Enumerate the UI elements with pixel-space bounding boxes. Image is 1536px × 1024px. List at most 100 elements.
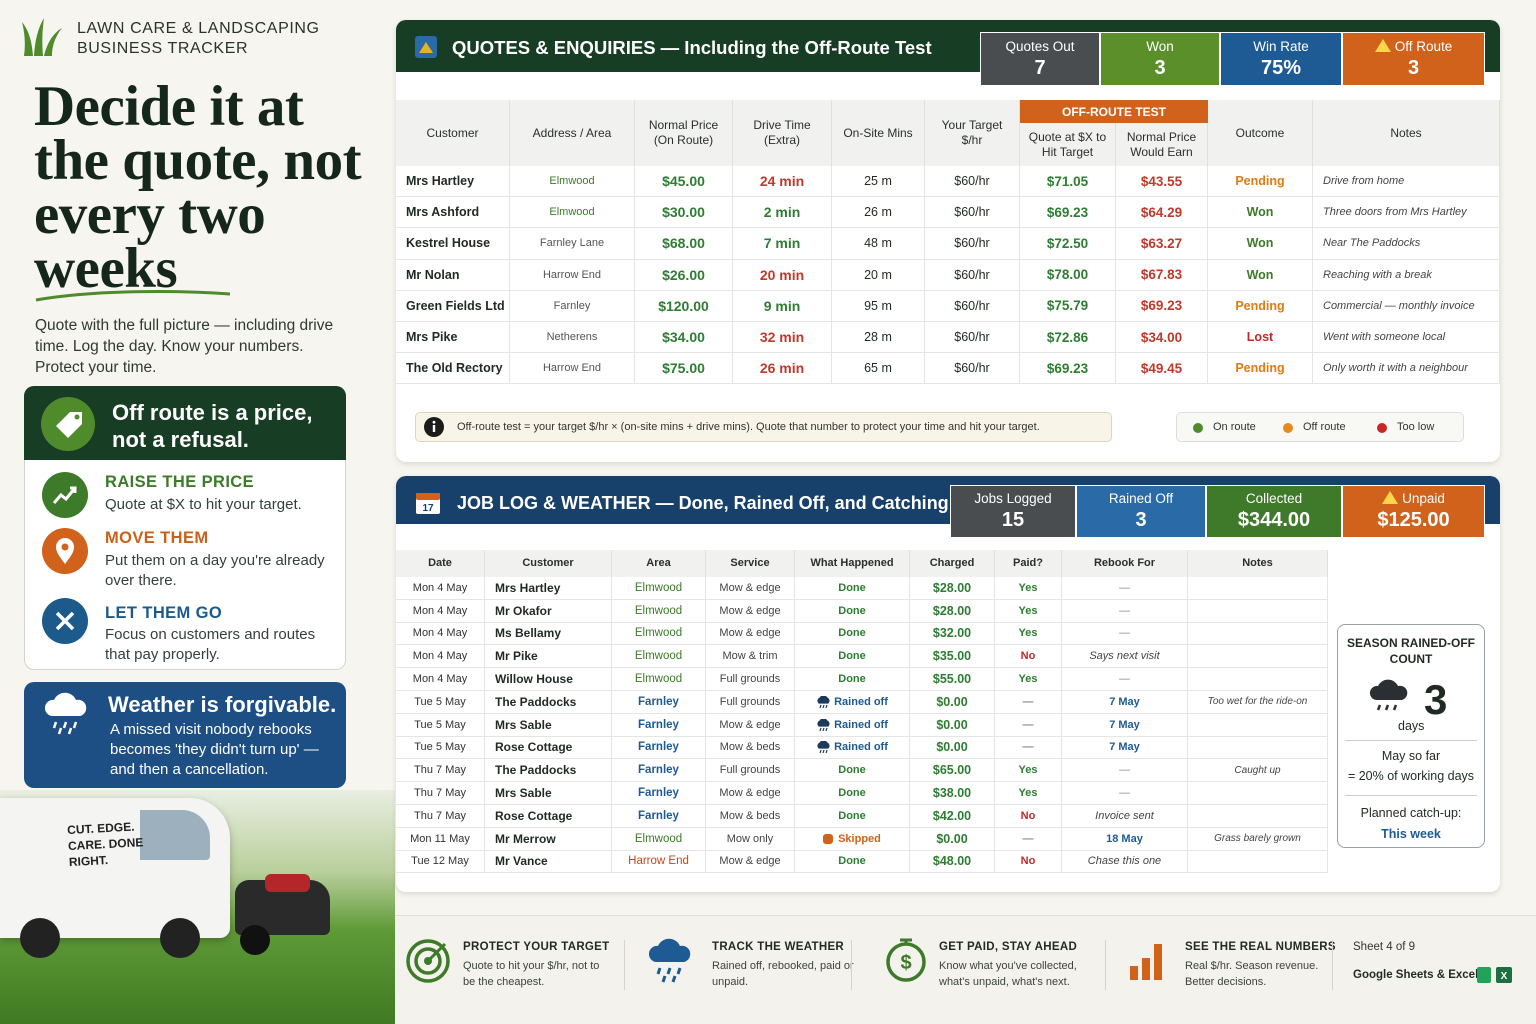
table-cell: $32.00 [910,622,995,646]
table-cell: Tue 12 May [396,850,485,874]
column-header: Customer [485,550,612,577]
column-header: Drive Time (Extra) [733,100,832,166]
table-cell: $65.00 [910,759,995,783]
table-cell: Invoice sent [1062,805,1188,828]
table-cell: 18 May [1062,827,1188,851]
table-cell: Elmwood [612,668,706,691]
table-cell: Mr Vance [485,850,612,874]
info-note [415,412,1112,442]
table-cell: Mow only [706,827,795,851]
table-cell: Done [795,668,910,691]
table-cell: Lost [1208,322,1313,354]
table-cell: Mr Merrow [485,827,612,851]
table-cell: $35.00 [910,645,995,669]
table-cell: — [1062,622,1188,646]
money-icon: $ [886,938,926,982]
table-cell: 28 m [832,322,925,354]
table-cell: Done [795,782,910,805]
table-cell: Mow & beds [706,805,795,828]
table-cell: Mon 4 May [396,645,485,669]
table-cell: Full grounds [706,691,795,714]
app-icons: X [1477,967,1512,983]
table-cell: Mow & edge [706,850,795,874]
table-cell: $28.00 [910,577,995,600]
stat-box: Won 3 [1100,32,1220,86]
table-cell: Pending [1208,166,1313,198]
svg-text:$: $ [900,952,911,974]
table-cell: Elmwood [612,599,706,623]
table-cell: Green Fields Ltd [396,290,510,322]
stat-box: Unpaid $125.00 [1342,485,1485,538]
table-cell: Skipped [795,827,910,851]
table-cell: $67.83 [1116,259,1208,291]
table-cell: $28.00 [910,599,995,623]
hero-title: Decide it at the quote, not every two we… [34,75,362,300]
hero-subtitle: Quote with the full picture — including … [35,317,334,376]
table-cell: Thu 7 May [396,782,485,805]
table-cell: $60/hr [925,353,1020,385]
joblog-panel [396,476,1500,892]
calendar-icon: 17 [416,493,440,514]
table-cell: $60/hr [925,290,1020,322]
table-cell: $0.00 [910,827,995,851]
brand-line: BUSINESS TRACKER [77,40,249,57]
table-cell: Mr Pike [485,645,612,669]
target-icon [406,939,450,983]
table-cell: 9 min [733,290,832,322]
table-cell: 20 m [832,259,925,291]
feature-text: Real $/hr. Season revenue. Better decisi… [1185,960,1319,988]
table-cell: The Paddocks [485,759,612,783]
table-head-bg [396,100,1500,166]
column-header: Notes [1188,550,1328,577]
stat-value: 3 [1135,509,1147,531]
feature-title: SEE THE REAL NUMBERS [1185,941,1336,953]
table-cell: Done [795,850,910,874]
table-cell: Rose Cottage [485,805,612,828]
table-cell: Done [795,759,910,783]
table-cell: 65 m [832,353,925,385]
table-cell: $38.00 [910,782,995,805]
table-cell: Caught up [1188,759,1328,783]
underline [35,290,231,302]
column-header: Rebook For [1062,550,1188,577]
table-cell: Yes [995,668,1062,691]
table-cell: The Paddocks [485,691,612,714]
table-cell: Yes [995,622,1062,646]
table-cell: — [995,691,1062,714]
table-cell: Mon 4 May [396,668,485,691]
table-cell: Harrow End [510,353,635,385]
column-header: Charged [910,550,995,577]
stat-value: 75% [1260,56,1302,79]
table-cell: $78.00 [1020,259,1116,291]
table-cell: Farnley [612,691,706,714]
table-cell: Thu 7 May [396,805,485,828]
column-header: Outcome [1208,100,1313,166]
table-cell: Reaching with a break [1313,259,1500,291]
legend-label: On route [1213,421,1256,433]
section-icon [415,36,437,58]
table-cell: Full grounds [706,759,795,783]
feature-title: PROTECT YOUR TARGET [463,941,610,953]
table-cell: Farnley [612,759,706,783]
column-header: Address / Area [510,100,635,166]
table-cell: Commercial — monthly invoice [1313,290,1500,322]
table-cell: Farnley [510,290,635,322]
chart-icon [1130,944,1162,980]
catch-value: This week [1381,827,1441,841]
table-cell [1188,645,1328,669]
table-cell: Harrow End [510,259,635,291]
quotes-panel [396,20,1500,462]
table-cell: 32 min [733,322,832,354]
season-unit: days [1398,719,1425,733]
option-text: Focus on customers and routes that pay p… [105,626,316,663]
table-cell: Mow & edge [706,599,795,623]
column-header: Service [706,550,795,577]
table-cell: $60/hr [925,322,1020,354]
table-cell: 26 m [832,197,925,229]
table-cell: Mrs Hartley [396,166,510,198]
table-cell: $71.05 [1020,166,1116,198]
table-cell: $0.00 [910,713,995,737]
mower-wheel [240,925,270,955]
table-cell: Mon 4 May [396,599,485,623]
table-cell: $34.00 [1116,322,1208,354]
